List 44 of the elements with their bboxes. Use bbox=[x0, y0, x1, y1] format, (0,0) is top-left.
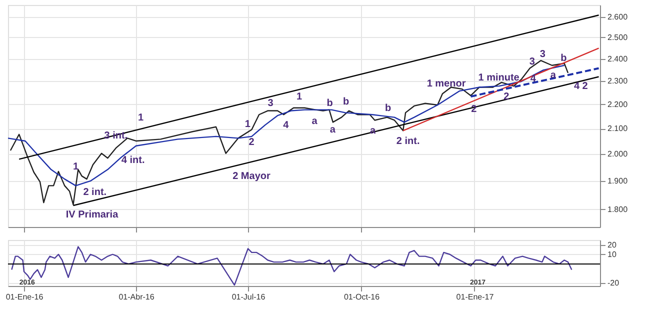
annotation: 4 bbox=[530, 74, 536, 85]
annotation: b bbox=[326, 98, 333, 110]
annotation: b bbox=[384, 102, 392, 114]
annotation: 2 bbox=[248, 136, 255, 148]
x-tick-label: 01-Ene-16 bbox=[6, 292, 44, 302]
annotation: a bbox=[312, 116, 318, 128]
annotation: 2 Mayor bbox=[232, 170, 270, 182]
y-tick-label: -20 bbox=[608, 278, 620, 288]
annotation: 4 bbox=[283, 120, 290, 131]
annotation: 4 2 bbox=[574, 81, 588, 92]
x-tick-label: 01-Ene-17 bbox=[456, 292, 494, 302]
annotation: 2 int. bbox=[396, 136, 420, 148]
x-tick-label: 01-Oct-16 bbox=[344, 292, 380, 302]
annotation: b bbox=[560, 52, 567, 64]
annotation: 1 bbox=[244, 119, 251, 130]
x-tick-label: 01-Jul-16 bbox=[232, 292, 266, 302]
y-tick-label: 1.800 bbox=[608, 204, 628, 214]
y-tick-label: 2.500 bbox=[608, 32, 628, 42]
annotation: 4 int. bbox=[121, 154, 145, 166]
x-tick-label: 01-Abr-16 bbox=[118, 292, 155, 302]
annotation: 2 int. bbox=[83, 187, 107, 198]
y-tick-label: 2.300 bbox=[608, 76, 628, 86]
annotation: 1 bbox=[73, 162, 80, 173]
line-series bbox=[10, 60, 569, 206]
line-series bbox=[11, 246, 572, 286]
y-tick-label: 2.600 bbox=[608, 12, 628, 22]
annotation: 1 menor bbox=[426, 78, 466, 90]
annotation: 3 bbox=[529, 56, 536, 68]
y-tick-label: 10 bbox=[608, 250, 617, 259]
annotation: 1 minute bbox=[478, 72, 520, 84]
annotation: b bbox=[342, 96, 350, 108]
y-tick-label: 20 bbox=[608, 240, 617, 250]
y-tick-label: 2.000 bbox=[608, 150, 628, 159]
y-tick-label: 1.900 bbox=[608, 176, 628, 186]
annotation: 3 bbox=[540, 49, 546, 60]
annotation: a bbox=[330, 124, 336, 136]
line-series bbox=[8, 64, 565, 186]
y-tick-label: 2.400 bbox=[608, 54, 628, 64]
annotation: 1 bbox=[138, 112, 144, 124]
annotation: 1 bbox=[296, 92, 302, 103]
annotation: IV Primaria bbox=[66, 210, 119, 221]
y-tick-label: 2.200 bbox=[608, 100, 628, 109]
y-tick-label: 2.100 bbox=[608, 124, 628, 134]
annotation: 3 bbox=[268, 98, 274, 110]
